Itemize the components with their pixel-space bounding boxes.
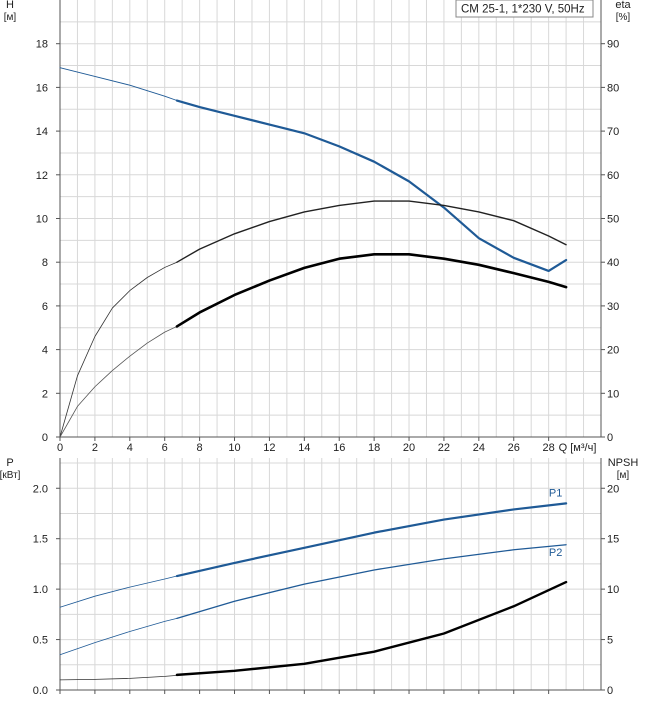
performance-series-line-5 (177, 254, 566, 326)
power-left-tick-label: 0.0 (33, 685, 48, 697)
performance-left-axis-unit: [м] (4, 12, 17, 23)
performance-x-tick-label: 0 (57, 442, 63, 454)
series-layer (60, 68, 566, 680)
performance-x-tick-label: 14 (298, 442, 310, 454)
performance-right-tick-label: 90 (607, 39, 619, 51)
grid-layer (60, 0, 601, 690)
performance-x-tick-label: 24 (473, 442, 485, 454)
performance-left-tick-label: 16 (36, 82, 48, 94)
performance-left-tick-label: 6 (42, 301, 48, 313)
performance-x-tick-label: 18 (368, 442, 380, 454)
power-right-tick-label: 0 (607, 685, 613, 697)
performance-left-tick-label: 8 (42, 257, 48, 269)
performance-x-tick-label: 16 (333, 442, 345, 454)
performance-right-tick-label: 70 (607, 126, 619, 138)
performance-x-tick-label: 2 (92, 442, 98, 454)
performance-left-tick-label: 18 (36, 39, 48, 51)
performance-right-tick-label: 10 (607, 388, 619, 400)
performance-right-tick-label: 80 (607, 82, 619, 94)
performance-x-axis-title: Q [м³/ч] (559, 442, 597, 454)
power-left-tick-label: 0.5 (33, 635, 48, 647)
legend-text: CM 25-1, 1*230 V, 50Hz (461, 4, 585, 16)
performance-series-line-1 (177, 101, 566, 271)
power-right-tick-label: 20 (607, 483, 619, 495)
performance-x-tick-label: 10 (228, 442, 240, 454)
performance-x-tick-label: 22 (438, 442, 450, 454)
performance-x-tick-label: 28 (543, 442, 555, 454)
power-series-line-1 (177, 503, 566, 576)
performance-right-axis-unit: [%] (616, 12, 631, 23)
performance-x-tick-label: 8 (197, 442, 203, 454)
power-series-label-P2: P2 (549, 547, 562, 559)
power-left-tick-label: 2.0 (33, 483, 48, 495)
performance-left-tick-label: 12 (36, 170, 48, 182)
power-right-tick-label: 10 (607, 584, 619, 596)
power-left-axis-unit: [кВт] (0, 470, 21, 481)
performance-x-tick-label: 12 (263, 442, 275, 454)
power-left-axis-title: P (6, 457, 13, 469)
power-right-axis-unit: [м] (617, 470, 630, 481)
legend: CM 25-1, 1*230 V, 50Hz (456, 0, 593, 17)
performance-series-line-3 (177, 201, 566, 262)
power-series-label-P1: P1 (549, 487, 562, 499)
power-right-axis-title: NPSH (608, 457, 639, 469)
power-right-tick-label: 15 (607, 534, 619, 546)
performance-left-tick-label: 14 (36, 126, 48, 138)
performance-left-tick-label: 10 (36, 214, 48, 226)
performance-left-axis-title: H (6, 0, 14, 11)
performance-right-tick-label: 50 (607, 214, 619, 226)
power-left-tick-label: 1.0 (33, 584, 48, 596)
performance-left-tick-label: 4 (42, 345, 48, 357)
performance-right-tick-label: 20 (607, 345, 619, 357)
performance-left-tick-label: 2 (42, 388, 48, 400)
performance-x-tick-label: 20 (403, 442, 415, 454)
performance-right-tick-label: 0 (607, 432, 613, 444)
performance-x-tick-label: 6 (162, 442, 168, 454)
power-series-line-5 (177, 582, 566, 675)
performance-left-tick-label: 0 (42, 432, 48, 444)
power-left-tick-label: 1.5 (33, 534, 48, 546)
performance-right-tick-label: 30 (607, 301, 619, 313)
performance-x-tick-label: 26 (508, 442, 520, 454)
performance-x-tick-label: 4 (127, 442, 133, 454)
power-right-tick-label: 5 (607, 635, 613, 647)
performance-right-axis-title: eta (615, 0, 631, 11)
power-series-line-3 (177, 545, 566, 619)
axes-layer (56, 0, 605, 694)
performance-right-tick-label: 40 (607, 257, 619, 269)
performance-right-tick-label: 60 (607, 170, 619, 182)
